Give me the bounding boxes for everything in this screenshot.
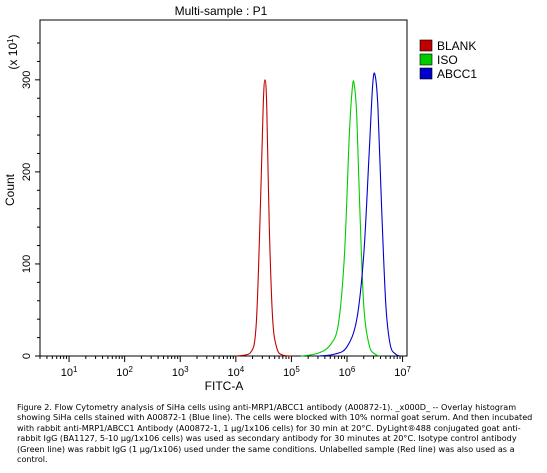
flow-cytometry-histogram: Multi-sample : P1 (x 101) Count 0 100 200 3… <box>3 4 477 393</box>
legend-label-iso: ISO <box>437 53 458 67</box>
series-line-iso <box>301 80 381 357</box>
plot-frame <box>39 19 408 357</box>
x-axis-label: FITC-A <box>205 379 244 393</box>
x-tick-label: 101 <box>61 365 78 380</box>
y-tick-label: 200 <box>21 163 33 181</box>
y-tick-label: 0 <box>21 353 33 359</box>
legend-swatch-iso <box>419 53 433 66</box>
figure-caption: Figure 2. Flow Cytometry analysis of SiH… <box>17 402 533 465</box>
y-tick-label: 300 <box>21 71 33 89</box>
y-tick-label: 100 <box>21 255 33 273</box>
histogram-series <box>235 72 401 357</box>
x-axis-ticks: 101 102 103 104 105 106 107 <box>39 356 411 380</box>
chart-title: Multi-sample : P1 <box>175 4 268 18</box>
x-tick-label: 104 <box>227 365 244 380</box>
y-axis-ticks: 0 100 200 300 <box>21 42 40 359</box>
x-tick-label: 102 <box>116 365 133 380</box>
series-line-blank <box>235 79 292 357</box>
x-tick-label: 107 <box>394 365 411 380</box>
x-tick-label: 105 <box>283 365 300 380</box>
x-tick-label: 106 <box>339 365 356 380</box>
y-multiplier: (x 101) <box>6 34 21 69</box>
series-line-abcc1 <box>317 72 401 357</box>
legend-swatch-abcc1 <box>419 67 433 80</box>
y-axis-label: Count <box>3 173 17 206</box>
legend-label-blank: BLANK <box>437 39 476 53</box>
legend-label-abcc1: ABCC1 <box>437 67 477 81</box>
x-tick-label: 103 <box>172 365 189 380</box>
legend-swatch-blank <box>419 39 433 52</box>
